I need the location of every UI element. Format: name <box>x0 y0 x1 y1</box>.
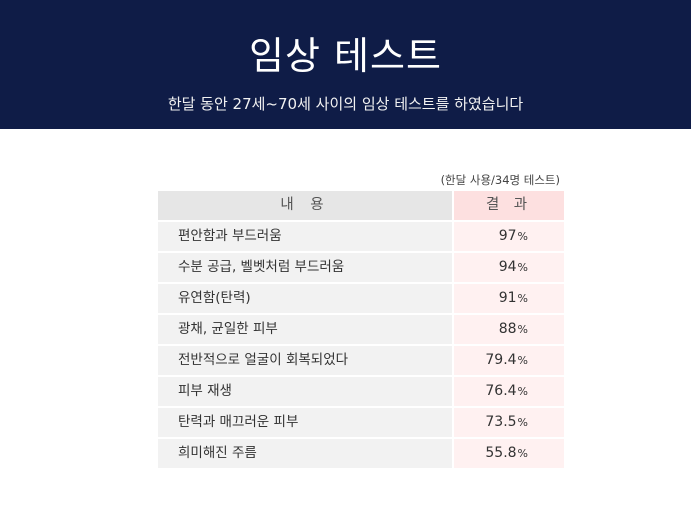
row-value: 76.4% <box>454 377 564 406</box>
page-title: 임상 테스트 <box>249 34 442 78</box>
percent-unit: % <box>517 292 528 305</box>
row-label: 희미해진 주름 <box>158 439 452 468</box>
row-value: 73.5% <box>454 408 564 437</box>
table-row: 광채, 균일한 피부 88% <box>158 315 564 344</box>
table-row: 탄력과 매끄러운 피부 73.5% <box>158 408 564 437</box>
value-number: 97 <box>498 228 517 244</box>
row-label: 피부 재생 <box>158 377 452 406</box>
row-label: 전반적으로 얼굴이 회복되었다 <box>158 346 452 375</box>
value-number: 91 <box>498 290 517 306</box>
row-value: 55.8% <box>454 439 564 468</box>
table-header-row: 내 용 결 과 <box>158 191 564 220</box>
result-column-header: 결 과 <box>454 191 564 220</box>
percent-unit: % <box>517 416 528 429</box>
table-row: 수분 공급, 벨벳처럼 부드러움 94% <box>158 253 564 282</box>
row-value: 91% <box>454 284 564 313</box>
row-value: 97% <box>454 222 564 251</box>
row-label: 유연함(탄력) <box>158 284 452 313</box>
page-subtitle: 한달 동안 27세~70세 사이의 임상 테스트를 하였습니다 <box>167 95 524 113</box>
value-number: 79.4 <box>485 352 517 368</box>
table-row: 편안함과 부드러움 97% <box>158 222 564 251</box>
results-table: 내 용 결 과 편안함과 부드러움 97% 수분 공급, 벨벳처럼 부드러움 9… <box>158 191 564 470</box>
percent-unit: % <box>517 354 528 367</box>
percent-unit: % <box>517 385 528 398</box>
percent-unit: % <box>517 230 528 243</box>
value-number: 94 <box>498 259 517 275</box>
percent-unit: % <box>517 261 528 274</box>
test-note: (한달 사용/34명 테스트) <box>440 173 560 187</box>
value-number: 73.5 <box>485 414 517 430</box>
row-value: 88% <box>454 315 564 344</box>
table-row: 유연함(탄력) 91% <box>158 284 564 313</box>
percent-unit: % <box>517 323 528 336</box>
row-label: 광채, 균일한 피부 <box>158 315 452 344</box>
row-label: 편안함과 부드러움 <box>158 222 452 251</box>
table-row: 피부 재생 76.4% <box>158 377 564 406</box>
table-row: 전반적으로 얼굴이 회복되었다 79.4% <box>158 346 564 375</box>
percent-unit: % <box>517 447 528 460</box>
content-column-header: 내 용 <box>158 191 452 220</box>
row-label: 수분 공급, 벨벳처럼 부드러움 <box>158 253 452 282</box>
value-number: 55.8 <box>485 445 517 461</box>
table-row: 희미해진 주름 55.8% <box>158 439 564 468</box>
value-number: 76.4 <box>485 383 517 399</box>
row-value: 79.4% <box>454 346 564 375</box>
row-label: 탄력과 매끄러운 피부 <box>158 408 452 437</box>
header-banner: 임상 테스트 한달 동안 27세~70세 사이의 임상 테스트를 하였습니다 <box>0 0 691 129</box>
row-value: 94% <box>454 253 564 282</box>
value-number: 88 <box>498 321 517 337</box>
